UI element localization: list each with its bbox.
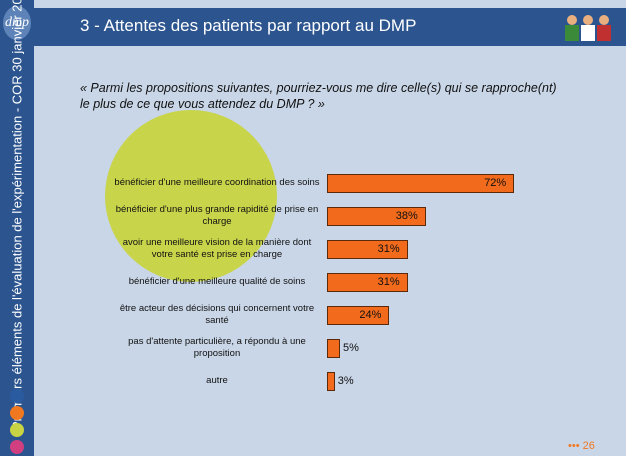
bar [327, 173, 515, 193]
page-number-text: 26 [582, 440, 595, 452]
bar [327, 338, 340, 358]
dot [10, 423, 24, 437]
bar [327, 206, 426, 226]
question: « Parmi les propositions suivantes, pour… [80, 81, 557, 111]
category-label: bénéficier d'une meilleure qualité de so… [128, 276, 306, 287]
header [34, 8, 626, 46]
value-label: 5% [343, 341, 359, 354]
value-label: 38% [395, 209, 418, 222]
value-label: 24% [359, 308, 382, 321]
category-label: bénéficier d'une plus grande rapidité de… [115, 204, 319, 227]
dot [10, 389, 24, 403]
value-label: 72% [484, 176, 507, 189]
sidebar-text: Premiers éléments de l'évaluation de l'e… [9, 0, 25, 430]
category-label: bénéficier d'une meilleure coordination … [114, 177, 320, 188]
dot [10, 440, 24, 454]
category-label: être acteur des décisions qui concernent… [119, 303, 315, 326]
bar [327, 305, 390, 325]
sidebar [0, 0, 34, 456]
category-label: pas d'attente particulière, a répondu à … [128, 336, 306, 359]
page-number: ••• 26 [568, 440, 595, 452]
bar [327, 239, 408, 259]
bar [327, 272, 408, 292]
chart-title: 3 - Attentes des patients par rapport au… [80, 16, 417, 35]
category-label: avoir une meilleure vision de la manière… [122, 237, 312, 260]
logo: dmp [3, 6, 31, 40]
dot [10, 406, 24, 420]
value-label: 31% [377, 275, 400, 288]
value-label: 3% [337, 374, 354, 387]
bar [327, 371, 335, 391]
decor-circle [105, 110, 277, 282]
category-label: autre [206, 375, 228, 386]
value-label: 31% [377, 242, 400, 255]
icon [565, 15, 611, 41]
